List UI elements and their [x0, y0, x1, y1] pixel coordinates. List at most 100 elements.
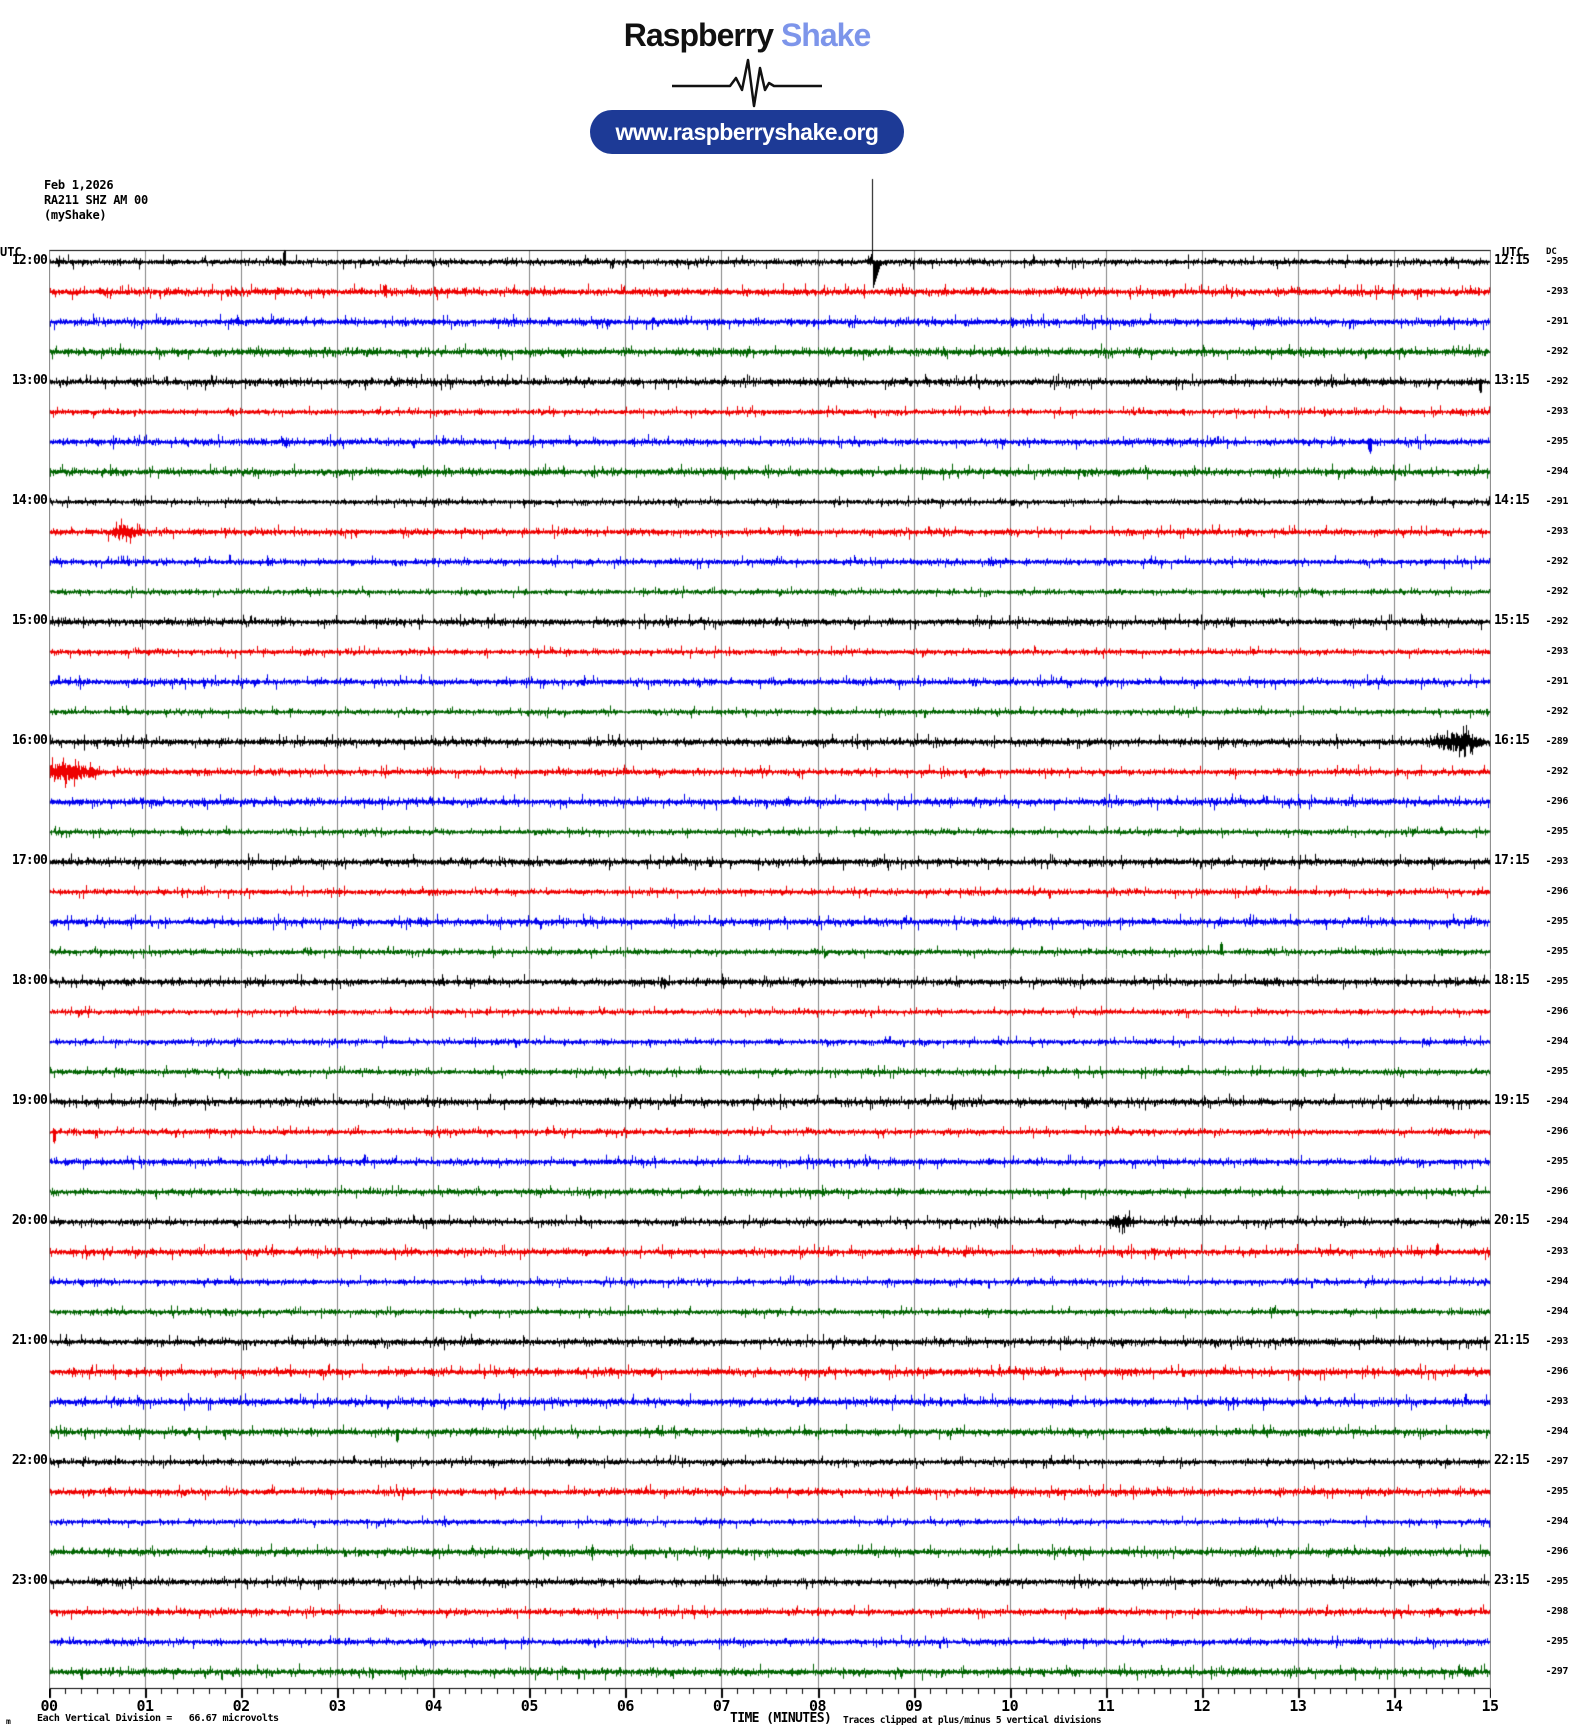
dc-value: -296 — [1545, 796, 1569, 807]
right-hour-label: 21:15 — [1494, 1333, 1530, 1348]
left-hour-label: 23:00 — [11, 1573, 48, 1588]
dc-value: -295 — [1545, 826, 1569, 837]
left-hour-label: 13:00 — [11, 373, 48, 388]
dc-value: -293 — [1545, 856, 1569, 867]
right-hour-label: 20:15 — [1494, 1213, 1530, 1228]
dc-value: -296 — [1545, 1126, 1569, 1137]
logo-text-raspberry: Raspberry — [623, 17, 774, 53]
dc-header: DC — [1546, 247, 1557, 257]
dc-value: -295 — [1545, 1636, 1569, 1647]
dc-value: -295 — [1545, 1486, 1569, 1497]
right-hour-label: 19:15 — [1494, 1093, 1530, 1108]
dc-value: -295 — [1545, 436, 1569, 447]
x-tick-label: 00 — [40, 1697, 58, 1715]
dc-value: -293 — [1545, 406, 1569, 417]
left-hour-label: 18:00 — [11, 973, 48, 988]
dc-value: -292 — [1545, 376, 1569, 387]
left-hour-label: 20:00 — [11, 1213, 48, 1228]
right-hour-label: 13:15 — [1494, 373, 1530, 388]
left-hour-label: 22:00 — [11, 1453, 48, 1468]
dc-value: -295 — [1545, 256, 1569, 267]
dc-value: -296 — [1545, 886, 1569, 897]
dc-value: -294 — [1545, 1516, 1569, 1527]
scale-note: Each Vertical Division = 66.67 microvolt… — [37, 1713, 279, 1724]
right-hour-label: 16:15 — [1494, 733, 1530, 748]
dc-value: -296 — [1545, 1366, 1569, 1377]
dc-value: -294 — [1545, 1306, 1569, 1317]
left-hour-label: 14:00 — [11, 493, 48, 508]
dc-value: -298 — [1545, 1606, 1569, 1617]
dc-value: -294 — [1545, 1216, 1569, 1227]
website-url-button[interactable]: www.raspberryshake.org — [589, 110, 905, 154]
x-tick-label: 09 — [905, 1697, 923, 1715]
utc-right-header: UTC — [1502, 245, 1524, 259]
x-tick-label: 14 — [1385, 1697, 1403, 1715]
dc-value: -295 — [1545, 1576, 1569, 1587]
x-tick-label: 04 — [424, 1697, 443, 1715]
dc-value: -293 — [1545, 1246, 1569, 1257]
dc-value: -294 — [1545, 1096, 1569, 1107]
seismogram-traces-canvas — [49, 165, 1491, 1700]
dc-value: -297 — [1545, 1456, 1569, 1467]
right-hour-label: 14:15 — [1494, 493, 1530, 508]
x-tick-label: 07 — [712, 1697, 731, 1715]
seismic-waveform-icon — [670, 58, 824, 108]
logo-waveform-wrap — [0, 56, 1494, 108]
dc-value: -296 — [1545, 1006, 1569, 1017]
dc-value: -295 — [1545, 976, 1569, 987]
x-tick-label: 13 — [1289, 1697, 1307, 1715]
x-tick-label: 15 — [1481, 1697, 1499, 1715]
right-hour-label: 22:15 — [1494, 1453, 1530, 1468]
corner-glyph: m — [6, 1717, 11, 1726]
right-hour-label: 15:15 — [1494, 613, 1530, 628]
dc-value: -291 — [1545, 496, 1569, 507]
dc-value: -295 — [1545, 1066, 1569, 1077]
dc-value: -293 — [1545, 526, 1569, 537]
x-tick-label: 08 — [809, 1697, 827, 1715]
left-hour-label: 16:00 — [11, 733, 48, 748]
dc-value: -291 — [1545, 316, 1569, 327]
right-hour-label: 18:15 — [1494, 973, 1530, 988]
dc-value: -293 — [1545, 1336, 1569, 1347]
clip-note: Traces clipped at plus/minus 5 vertical … — [843, 1715, 1102, 1726]
x-tick-label: 12 — [1193, 1697, 1211, 1715]
left-hour-label: 15:00 — [11, 613, 48, 628]
x-tick-label: 10 — [1001, 1697, 1019, 1715]
dc-value: -292 — [1545, 766, 1569, 777]
dc-value: -296 — [1545, 1186, 1569, 1197]
left-hour-label: 19:00 — [11, 1093, 48, 1108]
dc-value: -293 — [1545, 286, 1569, 297]
dc-value: -295 — [1545, 946, 1569, 957]
x-tick-label: 02 — [232, 1697, 251, 1715]
right-hour-label: 23:15 — [1494, 1573, 1530, 1588]
dc-value: -295 — [1545, 1156, 1569, 1167]
dc-value: -292 — [1545, 586, 1569, 597]
x-tick-label: 06 — [616, 1697, 635, 1715]
dc-value: -294 — [1545, 1036, 1569, 1047]
dc-value: -289 — [1545, 736, 1569, 747]
x-axis-title: TIME (MINUTES) — [730, 1711, 832, 1726]
left-hour-label: 21:00 — [11, 1333, 48, 1348]
left-hour-label: 17:00 — [11, 853, 48, 868]
logo-text-shake: Shake — [780, 17, 871, 53]
dc-value: -292 — [1545, 556, 1569, 567]
right-hour-label: 17:15 — [1494, 853, 1530, 868]
dc-value: -292 — [1545, 346, 1569, 357]
left-hour-label: 12:00 — [11, 253, 48, 268]
dc-value: -295 — [1545, 916, 1569, 927]
dc-value: -294 — [1545, 1426, 1569, 1437]
logo: Raspberry Shake — [0, 14, 1494, 56]
dc-value: -297 — [1545, 1666, 1569, 1677]
dc-value: -294 — [1545, 466, 1569, 477]
x-tick-label: 05 — [520, 1697, 539, 1715]
dc-value: -292 — [1545, 616, 1569, 627]
right-hour-label: 12:15 — [1494, 253, 1530, 268]
dc-value: -292 — [1545, 706, 1569, 717]
dc-value: -294 — [1545, 1276, 1569, 1287]
x-tick-label: 11 — [1097, 1697, 1115, 1715]
dc-value: -296 — [1545, 1546, 1569, 1557]
utc-left-header: UTC — [0, 245, 22, 259]
dc-value: -291 — [1545, 676, 1569, 687]
x-tick-label: 01 — [136, 1697, 155, 1715]
